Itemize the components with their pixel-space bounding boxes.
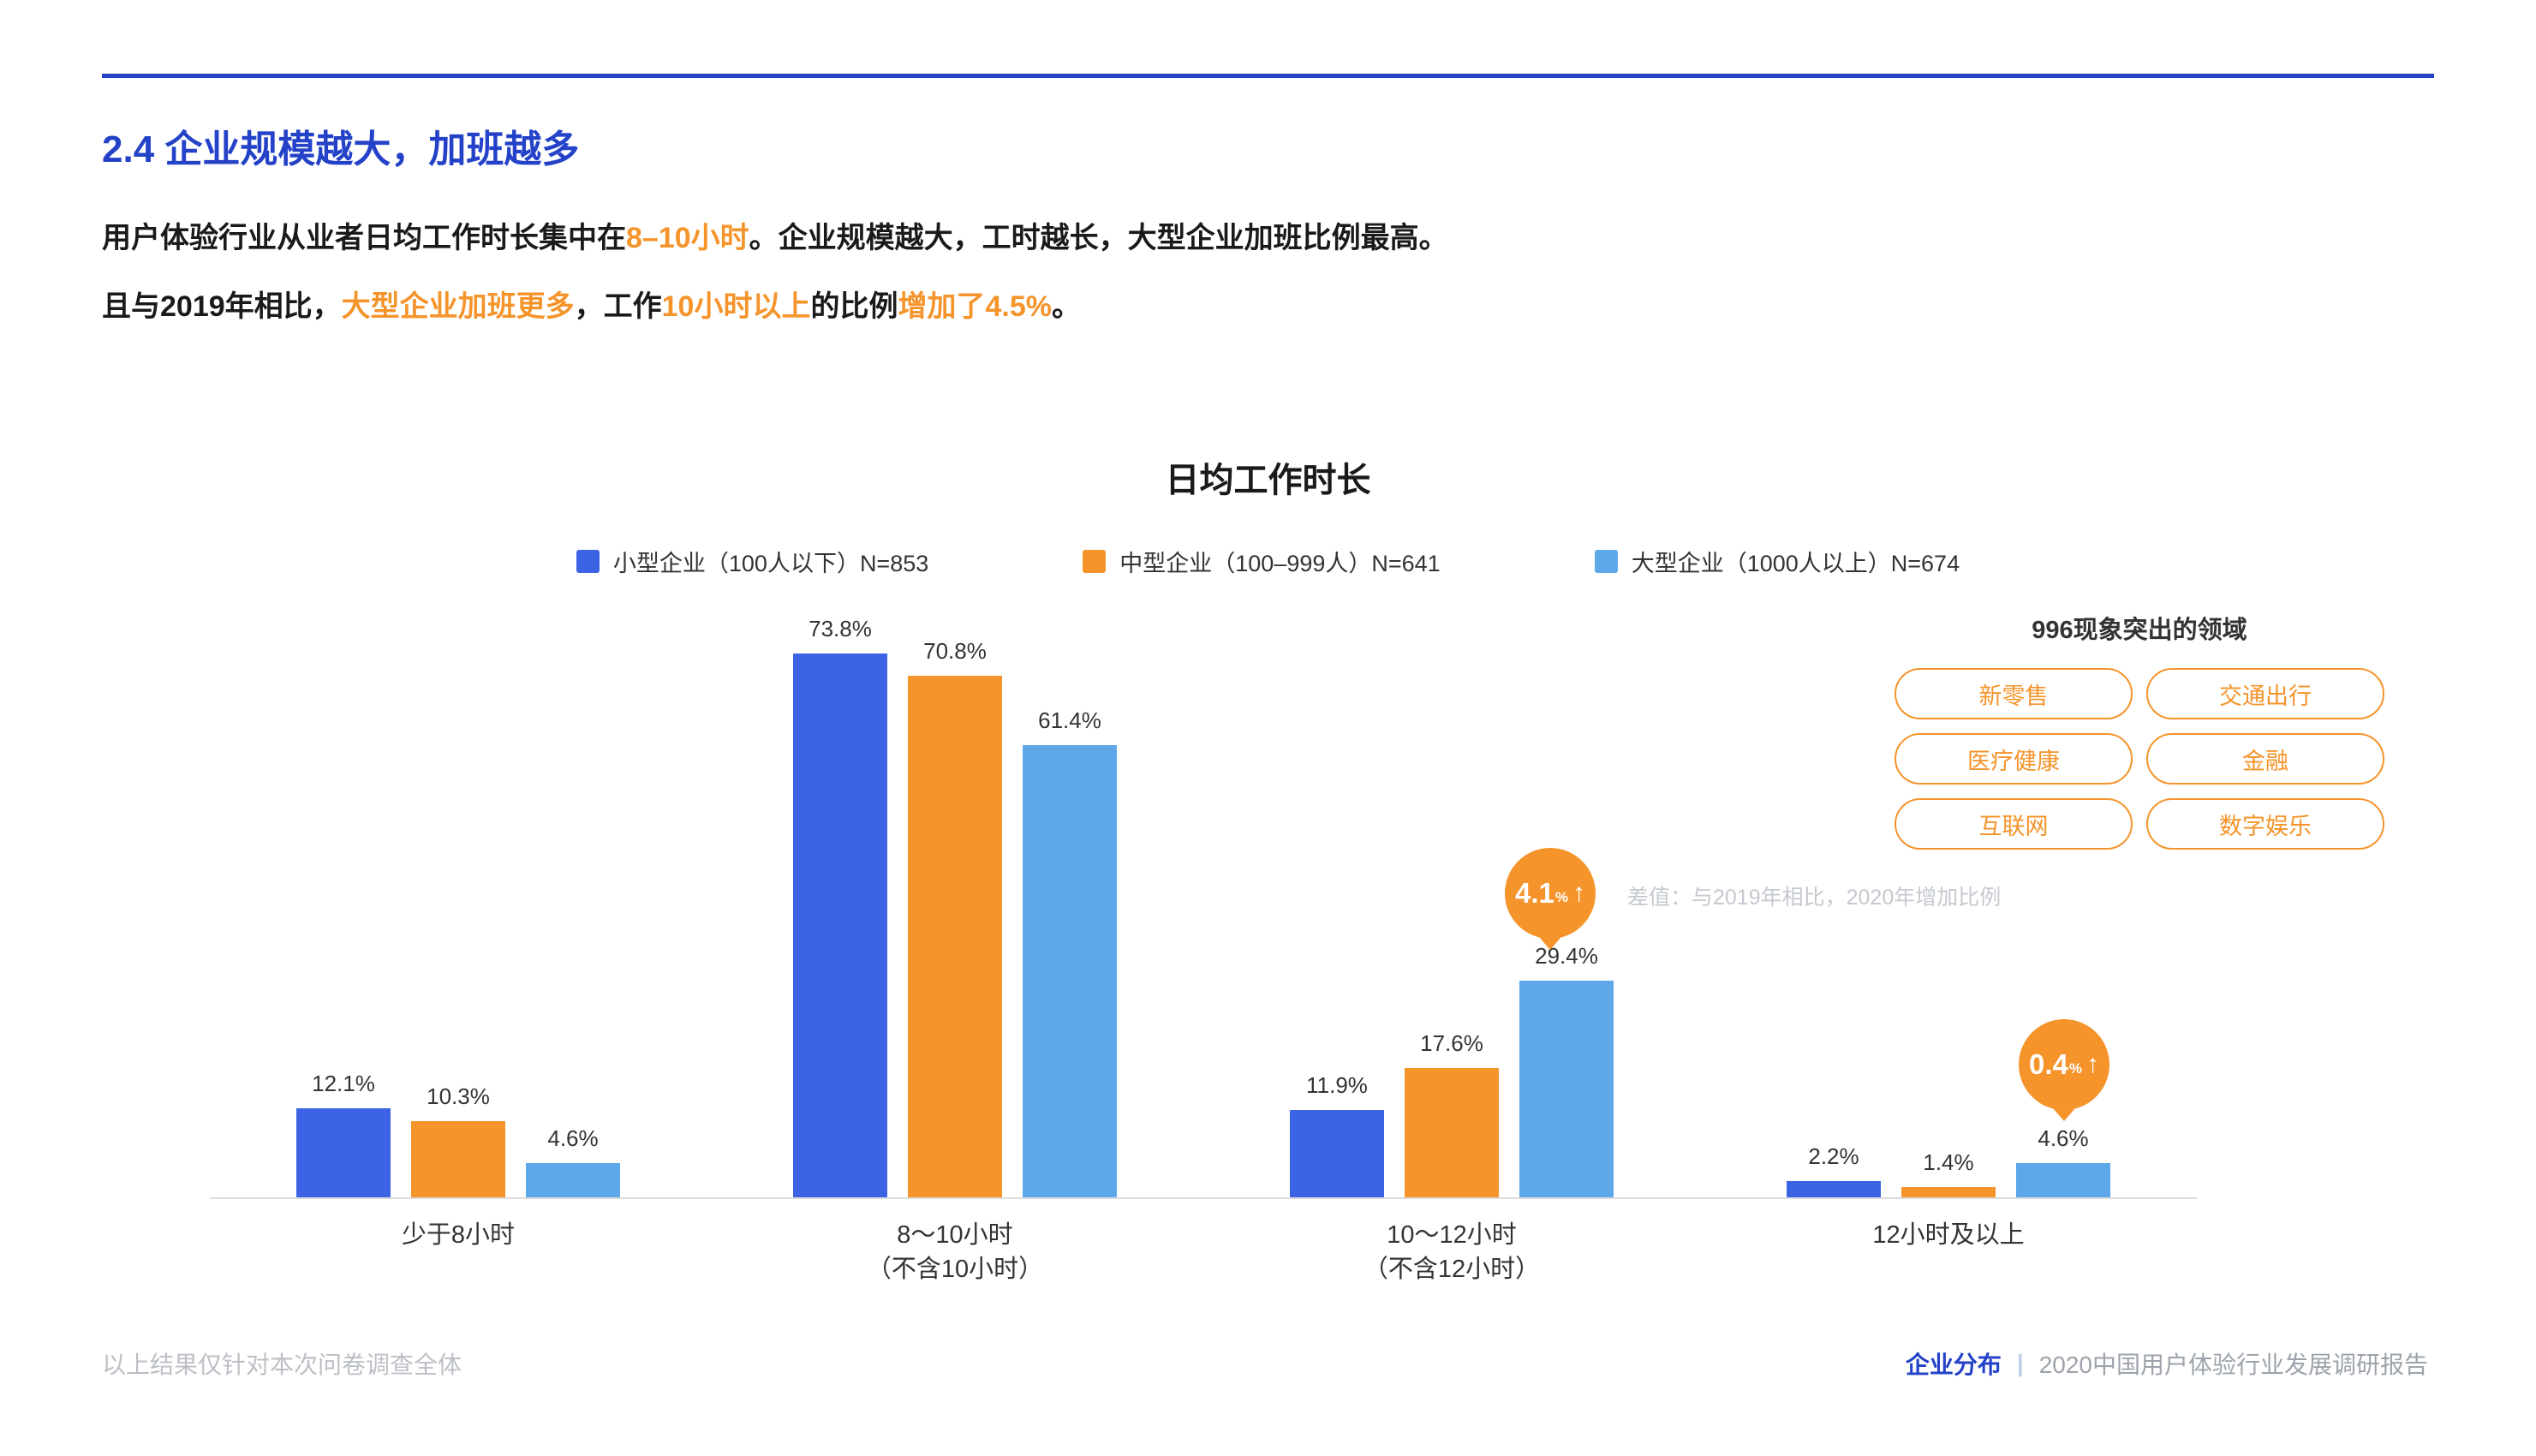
legend-swatch — [1083, 550, 1107, 573]
bar: 10.3% — [411, 1083, 505, 1197]
industry-tag: 金融 — [2146, 733, 2384, 785]
intro-paragraph: 用户体验行业从业者日均工作时长集中在8–10小时。企业规模越大，工时越长，大型企… — [102, 204, 1448, 341]
callout-value: 0.4 — [2029, 1048, 2068, 1080]
body-text: 。 — [1051, 290, 1081, 323]
tags-grid: 新零售 交通出行 医疗健康 金融 互联网 数字娱乐 — [1895, 668, 2384, 850]
bar: 12.1% — [296, 1071, 391, 1197]
bar-group: 12.1% 10.3% 4.6% — [210, 634, 707, 1197]
legend-item: 中型企业（100–999人）N=641 — [1083, 545, 1441, 578]
section-title: 2.4 企业规模越大，加班越多 — [102, 128, 580, 170]
category-label: 12小时及以上 — [1872, 1221, 2025, 1249]
body-text: ，工作 — [574, 290, 662, 323]
bar-group: 2.2% 1.4% 4.6% — [1700, 634, 2197, 1197]
highlight-text: 增加了4.5% — [898, 290, 1052, 323]
intro-line-2: 且与2019年相比，大型企业加班更多，工作10小时以上的比例增加了4.5%。 — [102, 272, 1448, 341]
industry-tag: 新零售 — [1895, 668, 2133, 719]
legend-swatch — [1594, 550, 1618, 573]
industry-tag: 数字娱乐 — [2146, 798, 2384, 850]
legend-label: 中型企业（100–999人）N=641 — [1119, 551, 1441, 576]
bar: 17.6% — [1405, 1030, 1499, 1197]
bar-value-label: 4.6% — [547, 1125, 599, 1152]
tags-panel-title: 996现象突出的领域 — [2032, 617, 2247, 644]
legend-item: 小型企业（100人以下）N=853 — [576, 545, 928, 578]
body-text: 且与2019年相比， — [102, 290, 342, 323]
callout-note: 差值：与2019年相比，2020年增加比例 — [1627, 886, 2002, 910]
footer-report-title: 2020中国用户体验行业发展调研报告 — [2038, 1352, 2428, 1378]
bar: 29.4% — [1519, 943, 1614, 1197]
category-label: 8～10小时 （不含10小时） — [866, 1221, 1044, 1283]
category-label: 少于8小时 — [401, 1221, 516, 1249]
legend-swatch — [576, 550, 600, 573]
bar: 4.6% — [526, 1125, 620, 1197]
callout-unit: % — [1554, 889, 1568, 905]
tags-panel: 996现象突出的领域 新零售 交通出行 医疗健康 金融 互联网 数字娱乐 — [1895, 610, 2384, 850]
up-arrow-icon: ↑ — [2086, 1050, 2099, 1078]
industry-tag: 互联网 — [1895, 798, 2133, 850]
bar-value-label: 10.3% — [427, 1083, 490, 1110]
highlight-text: 8–10小时 — [626, 222, 749, 254]
chart-legend: 小型企业（100人以下）N=853 中型企业（100–999人）N=641 大型企业… — [0, 545, 2536, 578]
chart-title: 日均工作时长 — [1165, 462, 1371, 499]
callout-increase-12h-plus: 0.4% ↑ — [2019, 1019, 2109, 1110]
bar: 4.6% — [2016, 1125, 2110, 1197]
up-arrow-icon: ↑ — [1572, 879, 1585, 907]
bar-value-label: 61.4% — [1038, 707, 1101, 733]
bar-value-label: 1.4% — [1923, 1149, 1974, 1175]
bar-value-label: 12.1% — [312, 1070, 375, 1096]
bar-value-label: 2.2% — [1808, 1143, 1859, 1170]
body-text: 。企业规模越大，工时越长，大型企业加班比例最高。 — [749, 222, 1448, 254]
legend-label: 大型企业（1000人以上）N=674 — [1631, 551, 1960, 576]
legend-label: 小型企业（100人以下）N=853 — [612, 551, 929, 576]
top-divider — [102, 74, 2434, 78]
bar-value-label: 4.6% — [2038, 1125, 2089, 1152]
chart-plot: 12.1% 10.3% 4.6% 73.8% 70.8% 61.4% 11.9% 17.6% 2… — [210, 616, 2197, 1199]
callout-increase-10-12h: 4.1% ↑ — [1505, 848, 1596, 939]
body-text: 用户体验行业从业者日均工作时长集中在 — [102, 222, 626, 254]
footer-disclaimer: 以上结果仅针对本次问卷调查全体 — [102, 1352, 462, 1378]
body-text: 的比例 — [810, 290, 898, 323]
highlight-text: 大型企业加班更多 — [341, 290, 575, 323]
bar: 61.4% — [1023, 707, 1117, 1197]
footer-source: 企业分布 | 2020中国用户体验行业发展调研报告 — [1906, 1346, 2428, 1381]
bar-group: 11.9% 17.6% 29.4% — [1203, 634, 1700, 1197]
footer-section-label: 企业分布 — [1905, 1352, 2002, 1378]
callout-value: 4.1 — [1515, 877, 1554, 909]
callout-unit: % — [2068, 1060, 2082, 1077]
bar: 2.2% — [1787, 1143, 1881, 1197]
bar: 11.9% — [1290, 1072, 1384, 1197]
industry-tag: 医疗健康 — [1895, 733, 2133, 785]
highlight-text: 10小时以上 — [661, 290, 811, 323]
bar-group: 73.8% 70.8% 61.4% — [707, 616, 1203, 1197]
bar: 73.8% — [793, 616, 887, 1197]
footer-separator: | — [2016, 1350, 2024, 1376]
bar: 1.4% — [1901, 1149, 1996, 1197]
bar-value-label: 11.9% — [1306, 1071, 1368, 1098]
bar: 70.8% — [908, 638, 1002, 1197]
bar-value-label: 70.8% — [923, 638, 987, 665]
category-label: 10～12小时 （不含12小时） — [1363, 1221, 1541, 1283]
bar-value-label: 73.8% — [809, 616, 872, 642]
legend-item: 大型企业（1000人以上）N=674 — [1594, 545, 1960, 578]
chart-categories: 少于8小时 8～10小时 （不含10小时） 10～12小时 （不含12小时） 12小时及以… — [210, 1218, 2197, 1286]
industry-tag: 交通出行 — [2146, 668, 2384, 719]
bar-value-label: 17.6% — [1420, 1029, 1483, 1056]
intro-line-1: 用户体验行业从业者日均工作时长集中在8–10小时。企业规模越大，工时越长，大型企… — [102, 204, 1448, 272]
